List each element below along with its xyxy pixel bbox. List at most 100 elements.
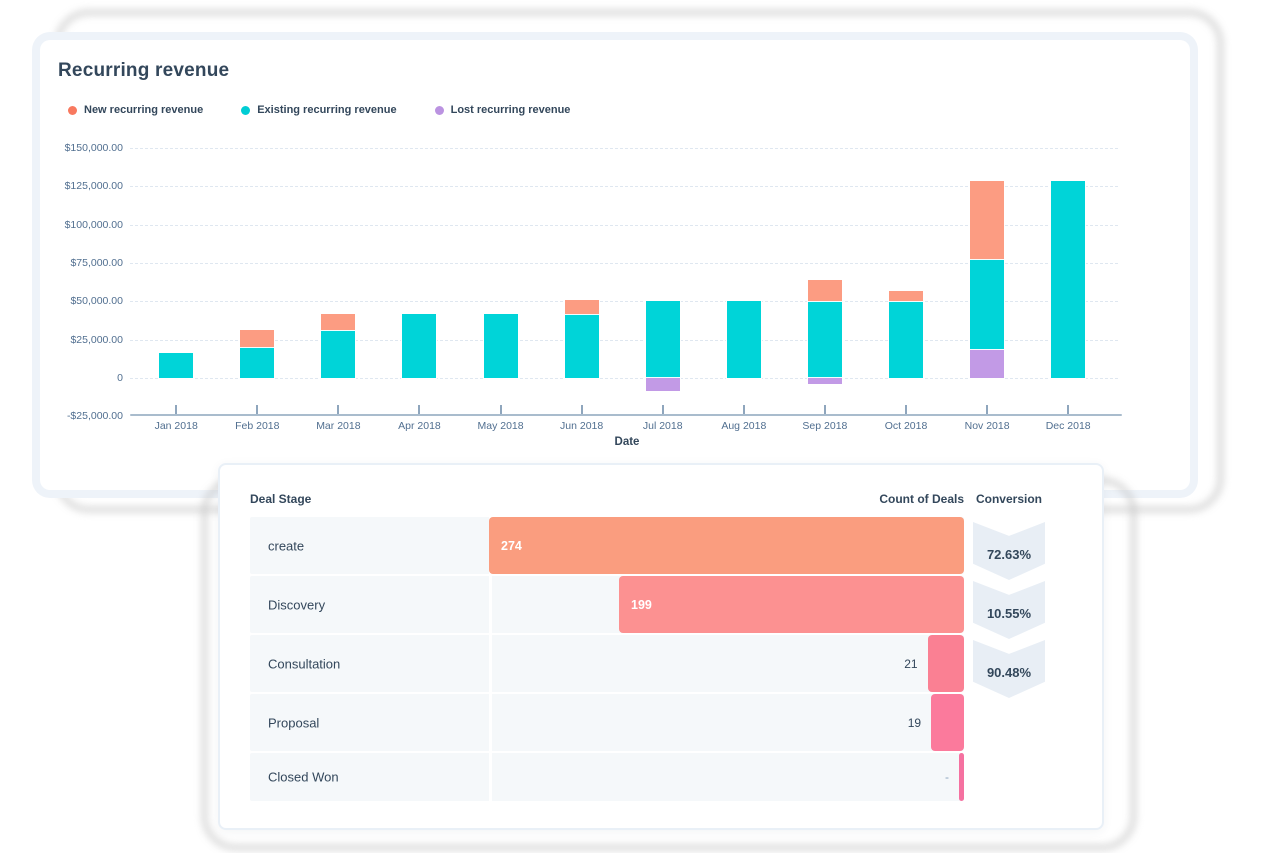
bar-segment-new[interactable]	[321, 313, 356, 330]
conversion-value: 90.48%	[986, 664, 1032, 680]
legend-item-new-recurring-revenue[interactable]: New recurring revenue	[68, 104, 203, 116]
bar-segment-existing[interactable]	[807, 301, 842, 378]
gridline	[130, 377, 1118, 379]
funnel-stage-label: Consultation	[268, 656, 341, 671]
x-axis-month-label: Feb 2018	[235, 420, 280, 432]
gridline	[130, 301, 1118, 303]
x-axis-month-label: Oct 2018	[884, 420, 928, 432]
funnel-column-separator	[489, 694, 492, 751]
legend-dot-new	[68, 105, 77, 115]
y-axis-tick-label: $75,000.00	[70, 257, 123, 269]
bar-segment-existing[interactable]	[321, 329, 356, 378]
conversion-value: 72.63%	[986, 546, 1032, 562]
x-axis-tick	[256, 405, 259, 414]
gridline	[130, 148, 1118, 150]
legend-item-lost-recurring-revenue[interactable]: Lost recurring revenue	[434, 104, 570, 116]
x-axis-tick	[175, 405, 178, 414]
x-axis-month-label: Jan 2018	[154, 420, 198, 432]
bar-segment-existing[interactable]	[159, 352, 194, 378]
x-axis-month-label: Dec 2018	[1045, 420, 1091, 432]
funnel-column-separator	[489, 635, 492, 692]
x-axis-tick	[337, 405, 340, 414]
bar-segment-new[interactable]	[889, 290, 923, 301]
x-axis-tick	[499, 405, 502, 414]
gridline	[130, 339, 1118, 341]
x-axis-tick	[905, 405, 907, 414]
gridline	[130, 224, 1118, 226]
conversion-value: 10.55%	[986, 605, 1032, 621]
bar-segment-existing[interactable]	[402, 313, 437, 378]
y-axis-tick-label: $25,000.00	[70, 333, 123, 346]
bar-segment-lost[interactable]	[645, 377, 680, 391]
x-axis-tick	[986, 405, 989, 414]
recurring-revenue-card: Recurring revenue New recurring revenue …	[40, 40, 1190, 490]
y-axis-tick-label: -$25,000.00	[66, 410, 123, 423]
x-axis-month-label: Mar 2018	[316, 420, 361, 432]
y-axis-tick-label: $50,000.00	[70, 295, 123, 308]
funnel-bar[interactable]	[927, 635, 964, 692]
bar-segment-new[interactable]	[240, 329, 275, 348]
legend-dot-existing	[241, 105, 251, 115]
chart-legend: New recurring revenue Existing recurring…	[68, 104, 570, 116]
funnel-bar[interactable]	[619, 576, 964, 633]
funnel-count-label: 19	[907, 715, 922, 730]
bar-segment-new[interactable]	[564, 299, 599, 314]
funnel-column-separator	[489, 576, 492, 633]
y-axis-tick-label: $125,000.00	[64, 180, 123, 193]
bar-segment-new[interactable]	[807, 279, 842, 302]
x-axis-month-label: Jul 2018	[642, 420, 683, 432]
deal-stage-funnel-card: Deal Stage Count of Deals Conversion cre…	[218, 463, 1104, 830]
column-header-count-of-deals: Count of Deals	[879, 492, 964, 506]
x-axis-title: Date	[614, 436, 640, 448]
funnel-stage-label: Proposal	[268, 715, 320, 730]
bar-segment-existing[interactable]	[1051, 180, 1086, 378]
x-axis-month-label: Jun 2018	[560, 420, 604, 432]
bar-segment-lost[interactable]	[807, 377, 842, 385]
x-axis-month-label: Nov 2018	[964, 420, 1010, 432]
gridline	[130, 263, 1118, 264]
x-axis-line	[130, 414, 1122, 416]
funnel-row: Discovery 199	[250, 576, 964, 633]
bar-segment-existing[interactable]	[645, 301, 680, 378]
x-axis-tick	[823, 405, 826, 414]
bar-segment-existing[interactable]	[483, 313, 518, 378]
y-axis-tick-label: $100,000.00	[64, 218, 123, 231]
bar-segment-existing[interactable]	[240, 347, 275, 378]
x-axis-tick	[418, 405, 421, 414]
bar-segment-existing[interactable]	[564, 313, 599, 378]
column-header-conversion: Conversion	[975, 492, 1042, 506]
x-axis-tick	[742, 405, 745, 414]
bar-segment-new[interactable]	[970, 180, 1005, 260]
x-axis-month-label: Aug 2018	[721, 420, 767, 432]
legend-item-existing-recurring-revenue[interactable]: Existing recurring revenue	[241, 104, 397, 116]
funnel-stage-label: Closed Won	[268, 769, 339, 785]
conversion-badge: 90.48%	[973, 640, 1045, 698]
funnel-column-separator	[489, 753, 492, 801]
bar-segment-lost[interactable]	[970, 349, 1005, 378]
funnel-bar[interactable]	[959, 753, 964, 801]
x-axis-month-label: May 2018	[477, 420, 524, 432]
conversion-badge: 10.55%	[973, 581, 1045, 639]
x-axis-month-label: Apr 2018	[398, 420, 441, 432]
funnel-row: Consultation 21	[250, 635, 964, 692]
chart-title: Recurring revenue	[58, 60, 230, 81]
conversion-badge: 72.63%	[973, 522, 1045, 580]
y-axis-tick-label: $150,000.00	[64, 142, 123, 155]
bar-segment-existing[interactable]	[970, 259, 1005, 350]
funnel-bar[interactable]	[931, 694, 964, 751]
x-axis-tick	[1067, 405, 1070, 414]
funnel-bar[interactable]	[489, 517, 964, 574]
x-axis-tick	[580, 405, 583, 414]
column-header-deal-stage: Deal Stage	[250, 492, 312, 506]
funnel-row: Proposal 19	[250, 694, 964, 751]
funnel-stage-label: Discovery	[268, 597, 326, 612]
bar-segment-existing[interactable]	[726, 301, 761, 378]
funnel-row: Closed Won -	[250, 753, 964, 801]
x-axis-tick	[661, 405, 664, 414]
funnel-count-label: 21	[904, 656, 918, 671]
funnel-row: create 274	[250, 517, 964, 574]
funnel-count-label: 199	[631, 597, 652, 612]
bar-segment-existing[interactable]	[889, 300, 923, 378]
x-axis-month-label: Sep 2018	[802, 420, 848, 432]
